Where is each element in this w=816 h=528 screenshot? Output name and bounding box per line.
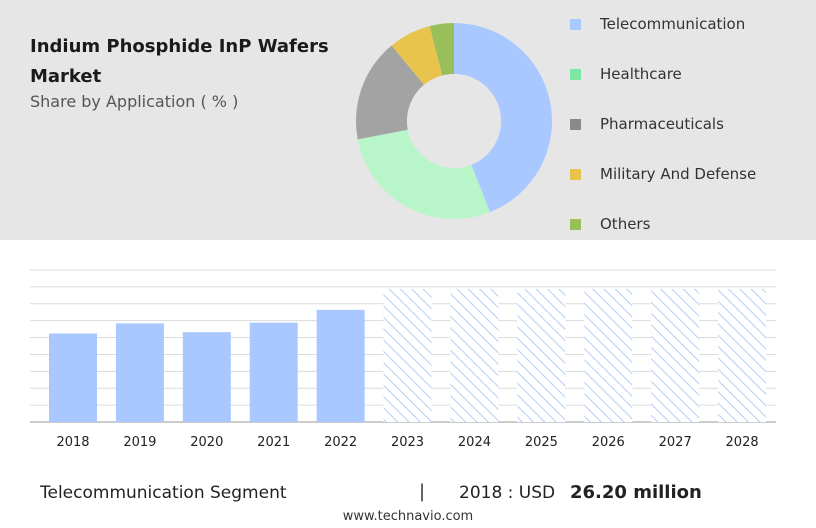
x-tick-label: 2027 <box>659 435 692 450</box>
x-tick-label: 2024 <box>458 435 491 450</box>
bar-2020 <box>182 332 231 422</box>
source-link[interactable]: www.technavio.com <box>342 509 474 524</box>
bar-chart: 2018 2019 2020 2021 2022 2023 2024 2025 2026 2027… <box>30 269 776 450</box>
legend-swatch <box>570 68 581 80</box>
page-subtitle: Share by Application ( % ) <box>30 92 239 111</box>
legend-label: Pharmaceuticals <box>600 115 724 133</box>
legend-item-pharmaceuticals: Pharmaceuticals <box>570 114 724 134</box>
footer-separator: | <box>419 481 426 502</box>
donut-slice-telecommunication <box>454 23 552 213</box>
legend-item-healthcare: Healthcare <box>570 64 682 84</box>
x-tick-label: 2026 <box>592 435 625 450</box>
legend-label: Healthcare <box>600 65 682 83</box>
x-tick-label: 2028 <box>726 435 759 450</box>
x-tick-label: 2018 <box>56 435 89 450</box>
forecast-bar-2025 <box>517 288 566 422</box>
x-tick-label: 2022 <box>324 435 357 450</box>
donut-slice-military-and-defense <box>391 26 443 85</box>
donut-slice-healthcare <box>357 129 491 219</box>
bar-2019 <box>115 323 164 422</box>
x-tick-label: 2020 <box>190 435 223 450</box>
footer-value: 26.20 million <box>570 482 702 503</box>
forecast-bar-2024 <box>450 288 499 422</box>
legend-swatch <box>570 18 581 30</box>
forecast-bar-2026 <box>584 288 633 422</box>
donut-slice-pharmaceuticals <box>356 45 425 140</box>
legend-label: Telecommunication <box>600 15 746 33</box>
x-tick-label: 2021 <box>257 435 290 450</box>
x-tick-label: 2019 <box>123 435 156 450</box>
footer-year-label: 2018 : USD <box>459 483 556 503</box>
bar-2018 <box>49 333 97 422</box>
bar-2021 <box>249 322 298 422</box>
legend-swatch <box>570 168 581 180</box>
chart-legend: Telecommunication Healthcare Pharmaceuti… <box>570 0 810 240</box>
legend-label: Military And Defense <box>600 165 757 183</box>
x-tick-label: 2025 <box>525 435 558 450</box>
forecast-bar-2028 <box>718 288 767 422</box>
legend-label: Others <box>600 215 651 233</box>
legend-swatch <box>570 218 581 230</box>
forecast-bar-2023 <box>383 288 432 422</box>
page-title: Indium Phosphide InP Wafers Market <box>30 36 329 87</box>
forecast-bar-2027 <box>651 288 700 422</box>
legend-item-military-and-defense: Military And Defense <box>570 164 756 184</box>
legend-swatch <box>570 118 581 130</box>
donut-chart <box>356 23 552 219</box>
legend-item-telecommunication: Telecommunication <box>570 14 745 34</box>
legend-item-others: Others <box>570 214 650 234</box>
x-tick-label: 2023 <box>391 435 424 450</box>
donut-slice-others <box>429 23 454 76</box>
footer-segment: Telecommunication Segment <box>40 483 287 503</box>
bar-2022 <box>316 309 365 422</box>
donut-hole <box>407 74 501 168</box>
